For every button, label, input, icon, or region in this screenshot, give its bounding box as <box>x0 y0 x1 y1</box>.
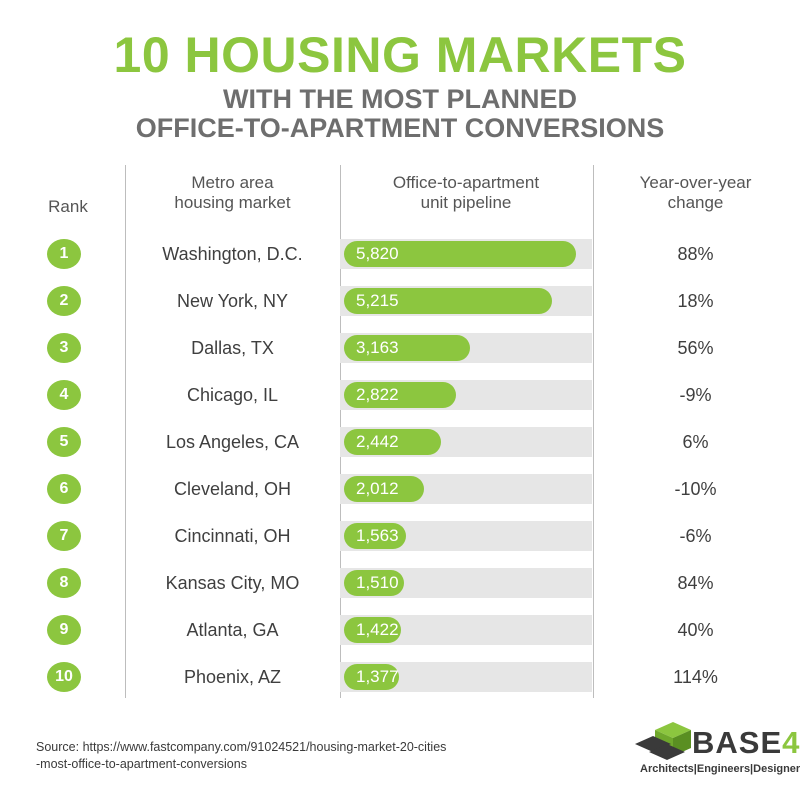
metro-label: Kansas City, MO <box>165 573 300 593</box>
pipeline-bar: 2,822 <box>344 382 456 408</box>
header-metro: Metro area housing market <box>125 173 340 213</box>
header-pipeline-line2: unit pipeline <box>420 193 512 212</box>
metro-label: New York, NY <box>176 291 289 311</box>
pipeline-bar: 2,442 <box>344 429 441 455</box>
metro-label: Dallas, TX <box>191 338 274 358</box>
rank-badge: 8 <box>47 568 81 598</box>
metro-label: Cleveland, OH <box>173 479 292 499</box>
metro-label: Washington, D.C. <box>162 244 303 264</box>
header-metro-line2: housing market <box>174 193 291 212</box>
metro-label: Chicago, IL <box>186 385 279 405</box>
header-yoy-line1: Year-over-year <box>639 173 752 192</box>
table-row: 6 Cleveland, OH 2,012 -10% <box>0 471 800 507</box>
yoy-value: 56% <box>677 338 714 358</box>
metro-label: Phoenix, AZ <box>183 667 282 687</box>
yoy-value: -6% <box>679 526 712 546</box>
base4-logo-icon <box>635 722 691 760</box>
rank-badge: 5 <box>47 427 81 457</box>
source-url-line1: https://www.fastcompany.com/91024521/hou… <box>82 740 447 754</box>
rank-badge: 4 <box>47 380 81 410</box>
brand-number: 4 <box>782 725 800 760</box>
table-row: 1 Washington, D.C. 5,820 88% <box>0 236 800 272</box>
brand-tagline: Architects|Engineers|Designers <box>640 763 800 775</box>
yoy-value: 40% <box>677 620 714 640</box>
table-row: 3 Dallas, TX 3,163 56% <box>0 330 800 366</box>
yoy-value: -10% <box>674 479 717 499</box>
logo-diamond-bottom <box>649 744 685 760</box>
rank-badge: 3 <box>47 333 81 363</box>
rank-badge: 2 <box>47 286 81 316</box>
table-row: 5 Los Angeles, CA 2,442 6% <box>0 424 800 460</box>
metro-label: Atlanta, GA <box>186 620 279 640</box>
rank-badge: 1 <box>47 239 81 269</box>
source-note: Source: https://www.fastcompany.com/9102… <box>36 739 556 773</box>
table-row: 2 New York, NY 5,215 18% <box>0 283 800 319</box>
header-yoy: Year-over-year change <box>593 173 798 213</box>
header-pipeline: Office-to-apartment unit pipeline <box>340 173 592 213</box>
table-row: 4 Chicago, IL 2,822 -9% <box>0 377 800 413</box>
column-divider-right <box>593 165 594 698</box>
header-yoy-line2: change <box>667 193 724 212</box>
rank-badge: 10 <box>47 662 81 692</box>
brand-text: BASE <box>692 725 783 760</box>
column-divider-left <box>125 165 126 698</box>
chart-subtitle-line2: OFFICE-TO-APARTMENT CONVERSIONS <box>135 113 665 143</box>
source-url-line2: -most-office-to-apartment-conversions <box>36 757 247 771</box>
pipeline-bar: 5,820 <box>344 241 576 267</box>
table-row: 10 Phoenix, AZ 1,377 114% <box>0 659 800 695</box>
pipeline-bar: 2,012 <box>344 476 424 502</box>
header-pipeline-line1: Office-to-apartment <box>392 173 540 192</box>
chart-subtitle-line1: WITH THE MOST PLANNED <box>223 84 577 114</box>
pipeline-bar: 1,422 <box>344 617 401 643</box>
table-row: 8 Kansas City, MO 1,510 84% <box>0 565 800 601</box>
table-row: 9 Atlanta, GA 1,422 40% <box>0 612 800 648</box>
pipeline-bar: 1,563 <box>344 523 406 549</box>
yoy-value: 6% <box>682 432 709 452</box>
rank-badge: 7 <box>47 521 81 551</box>
pipeline-bar: 1,377 <box>344 664 399 690</box>
rank-badge: 9 <box>47 615 81 645</box>
chart-title: 10 HOUSING MARKETS <box>113 27 687 83</box>
yoy-value: 18% <box>677 291 714 311</box>
header-rank: Rank <box>48 197 88 216</box>
header-metro-line1: Metro area <box>191 173 274 192</box>
rank-badge: 6 <box>47 474 81 504</box>
yoy-value: -9% <box>679 385 712 405</box>
metro-label: Cincinnati, OH <box>174 526 291 546</box>
table-row: 7 Cincinnati, OH 1,563 -6% <box>0 518 800 554</box>
yoy-value: 84% <box>677 573 714 593</box>
source-label: Source: <box>36 740 80 754</box>
yoy-value: 88% <box>677 244 714 264</box>
pipeline-bar: 5,215 <box>344 288 552 314</box>
pipeline-bar: 1,510 <box>344 570 404 596</box>
pipeline-bar: 3,163 <box>344 335 470 361</box>
brand-name: BASE4 <box>692 725 800 761</box>
metro-label: Los Angeles, CA <box>165 432 300 452</box>
yoy-value: 114% <box>673 667 718 687</box>
